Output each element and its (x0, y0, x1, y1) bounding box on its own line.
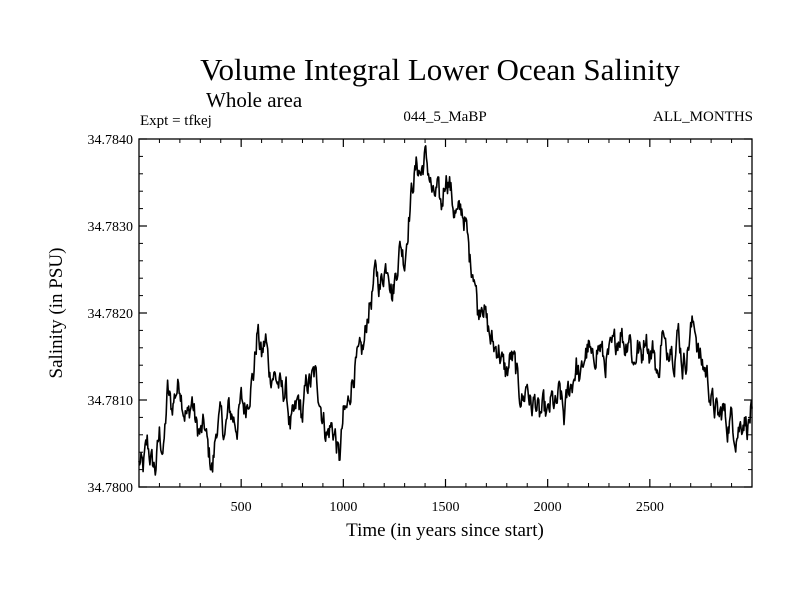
y-tick-label: 34.7800 (88, 481, 134, 496)
x-tick-label: 2000 (534, 500, 562, 515)
months-label: ALL_MONTHS (653, 109, 753, 125)
x-tick-label: 1500 (432, 500, 460, 515)
x-tick-label: 1000 (329, 500, 357, 515)
y-tick-label: 34.7830 (88, 220, 134, 235)
y-tick-label: 34.7840 (88, 133, 134, 148)
y-tick-label: 34.7820 (88, 307, 134, 322)
x-tick-label: 2500 (636, 500, 664, 515)
x-axis-label: Time (in years since start) (346, 520, 544, 541)
chart-subtitle: Whole area (206, 88, 303, 112)
y-tick-label: 34.7810 (88, 394, 134, 409)
salinity-series-line (138, 145, 753, 476)
chart-title: Volume Integral Lower Ocean Salinity (200, 52, 680, 87)
y-axis-label: Salinity (in PSU) (46, 248, 67, 379)
x-tick-label: 500 (231, 500, 252, 515)
run-label: 044_5_MaBP (403, 109, 487, 125)
experiment-label: Expt = tfkej (140, 113, 212, 129)
